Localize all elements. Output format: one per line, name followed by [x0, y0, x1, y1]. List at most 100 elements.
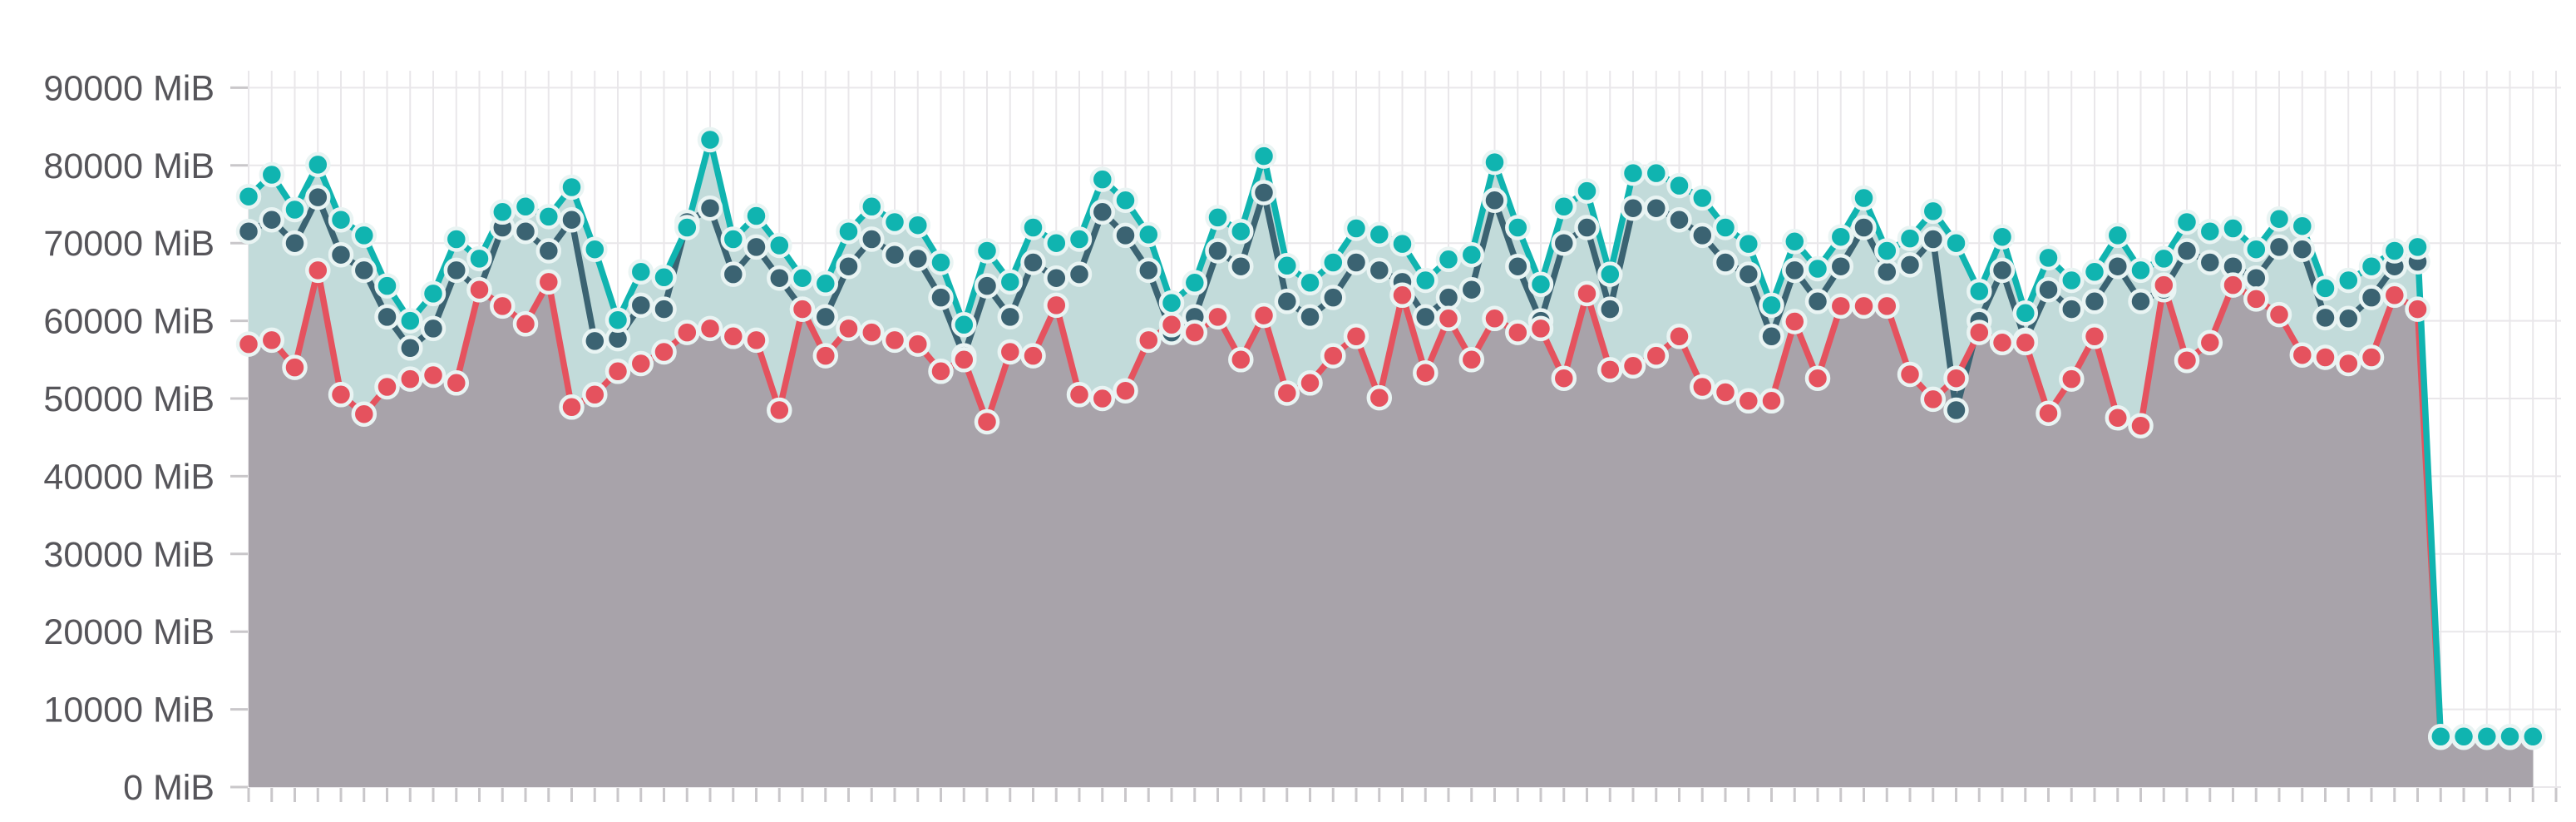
data-point-red[interactable] — [1782, 309, 1808, 334]
data-point-teal[interactable] — [1989, 224, 2016, 250]
data-point-dark-slate[interactable] — [2174, 238, 2200, 264]
data-point-teal[interactable] — [1435, 246, 1462, 273]
data-point-red[interactable] — [2312, 344, 2338, 370]
data-point-dark-slate[interactable] — [1920, 226, 1947, 252]
data-point-red[interactable] — [1851, 293, 1877, 319]
data-point-red[interactable] — [1527, 315, 1554, 342]
data-point-red[interactable] — [582, 382, 608, 408]
data-point-teal[interactable] — [1666, 172, 1692, 199]
data-point-dark-slate[interactable] — [1089, 199, 1116, 225]
data-point-teal[interactable] — [1366, 221, 1393, 248]
data-point-red[interactable] — [259, 327, 285, 354]
data-point-dark-slate[interactable] — [420, 315, 447, 342]
data-point-red[interactable] — [512, 311, 539, 337]
data-point-teal[interactable] — [328, 206, 354, 233]
data-point-red[interactable] — [2381, 282, 2408, 309]
data-point-red[interactable] — [1228, 347, 1254, 373]
data-point-red[interactable] — [836, 315, 861, 342]
data-point-teal[interactable] — [1251, 143, 1277, 169]
data-point-dark-slate[interactable] — [1251, 180, 1277, 206]
data-point-teal[interactable] — [1897, 225, 1923, 251]
data-point-teal[interactable] — [1228, 218, 1254, 245]
data-point-red[interactable] — [697, 315, 723, 342]
data-point-red[interactable] — [1897, 361, 1923, 388]
data-point-teal[interactable] — [997, 269, 1024, 295]
data-point-red[interactable] — [1943, 365, 1969, 391]
data-point-dark-slate[interactable] — [1113, 222, 1138, 249]
data-point-red[interactable] — [2336, 350, 2361, 377]
data-point-dark-slate[interactable] — [1851, 215, 1877, 240]
data-point-teal[interactable] — [2450, 724, 2477, 750]
data-point-dark-slate[interactable] — [1712, 250, 1739, 275]
data-point-red[interactable] — [1597, 357, 1623, 383]
data-point-dark-slate[interactable] — [1574, 215, 1600, 240]
data-point-red[interactable] — [1482, 305, 1508, 332]
data-point-red[interactable] — [997, 339, 1024, 365]
data-point-teal[interactable] — [812, 270, 839, 297]
data-point-dark-slate[interactable] — [697, 195, 723, 221]
data-point-teal[interactable] — [720, 226, 747, 252]
data-point-dark-slate[interactable] — [1620, 195, 1646, 221]
data-point-teal[interactable] — [743, 203, 769, 229]
data-point-teal[interactable] — [1274, 253, 1300, 279]
data-point-red[interactable] — [535, 269, 562, 295]
data-point-teal[interactable] — [535, 204, 562, 230]
data-point-dark-slate[interactable] — [743, 234, 769, 260]
data-point-teal[interactable] — [1574, 178, 1600, 204]
data-point-teal[interactable] — [767, 232, 792, 259]
data-point-red[interactable] — [2405, 296, 2430, 322]
data-point-red[interactable] — [974, 409, 1000, 435]
data-point-red[interactable] — [2358, 344, 2385, 370]
data-point-teal[interactable] — [1482, 149, 1508, 176]
data-point-teal[interactable] — [1044, 230, 1069, 256]
data-point-red[interactable] — [1759, 388, 1784, 414]
data-point-dark-slate[interactable] — [1989, 257, 2016, 284]
data-point-dark-slate[interactable] — [1597, 296, 1623, 322]
data-point-teal[interactable] — [2012, 300, 2039, 326]
data-point-teal[interactable] — [1089, 166, 1116, 192]
data-point-red[interactable] — [1251, 302, 1277, 329]
data-point-red[interactable] — [1020, 343, 1046, 369]
data-point-red[interactable] — [605, 359, 631, 384]
data-point-dark-slate[interactable] — [2336, 305, 2361, 332]
data-point-dark-slate[interactable] — [1136, 257, 1162, 284]
data-point-teal[interactable] — [1389, 230, 1415, 257]
data-point-red[interactable] — [1804, 365, 1831, 391]
data-point-teal[interactable] — [2497, 724, 2523, 750]
data-point-red[interactable] — [2243, 286, 2269, 312]
data-point-teal[interactable] — [881, 209, 908, 235]
data-point-teal[interactable] — [2105, 222, 2131, 249]
data-point-red[interactable] — [490, 293, 516, 319]
data-point-teal[interactable] — [2358, 253, 2385, 280]
data-point-teal[interactable] — [905, 212, 931, 238]
data-point-teal[interactable] — [1597, 261, 1623, 287]
data-point-red[interactable] — [905, 331, 931, 357]
data-point-red[interactable] — [2266, 301, 2292, 328]
data-point-teal[interactable] — [1643, 160, 1670, 186]
data-point-red[interactable] — [374, 374, 400, 400]
data-point-teal[interactable] — [628, 259, 654, 285]
data-point-red[interactable] — [1320, 343, 1346, 369]
data-point-teal[interactable] — [1205, 205, 1231, 230]
data-point-dark-slate[interactable] — [859, 226, 885, 252]
data-point-red[interactable] — [1089, 385, 1116, 412]
data-point-red[interactable] — [2081, 324, 2108, 349]
data-point-red[interactable] — [881, 327, 908, 354]
data-point-teal[interactable] — [582, 236, 608, 262]
data-point-teal[interactable] — [1735, 230, 1762, 257]
data-point-dark-slate[interactable] — [2358, 285, 2385, 310]
data-point-dark-slate[interactable] — [1343, 250, 1369, 275]
data-point-teal[interactable] — [2266, 206, 2292, 232]
data-point-dark-slate[interactable] — [235, 218, 262, 245]
data-point-teal[interactable] — [443, 226, 470, 252]
data-point-red[interactable] — [305, 257, 331, 284]
data-point-dark-slate[interactable] — [1044, 265, 1069, 291]
data-point-teal[interactable] — [789, 265, 816, 291]
data-point-dark-slate[interactable] — [651, 296, 677, 322]
data-point-dark-slate[interactable] — [1874, 259, 1900, 285]
data-point-red[interactable] — [1066, 382, 1093, 408]
data-point-teal[interactable] — [859, 194, 885, 220]
data-point-red[interactable] — [351, 401, 378, 427]
data-point-teal[interactable] — [2197, 218, 2223, 245]
